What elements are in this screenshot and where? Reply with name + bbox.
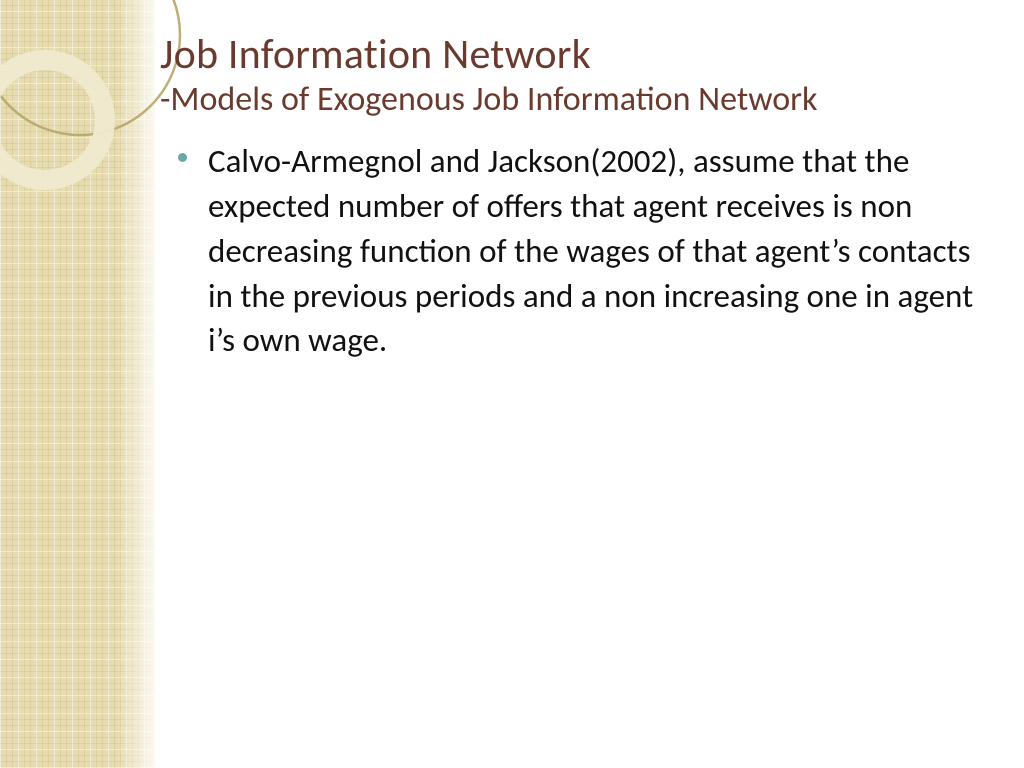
slide-title: Job Information Network: [160, 32, 994, 78]
slide-content: Job Information Network -Models of Exoge…: [160, 32, 994, 363]
bullet-item: Calvo-Armegnol and Jackson(2002), assume…: [208, 139, 994, 363]
sidebar-fade: [0, 0, 155, 768]
bullet-dot-icon: [178, 153, 187, 162]
bullet-text: Calvo-Armegnol and Jackson(2002), assume…: [208, 141, 973, 361]
slide-body: Calvo-Armegnol and Jackson(2002), assume…: [160, 139, 994, 363]
slide-subtitle: -Models of Exogenous Job Information Net…: [160, 80, 994, 121]
